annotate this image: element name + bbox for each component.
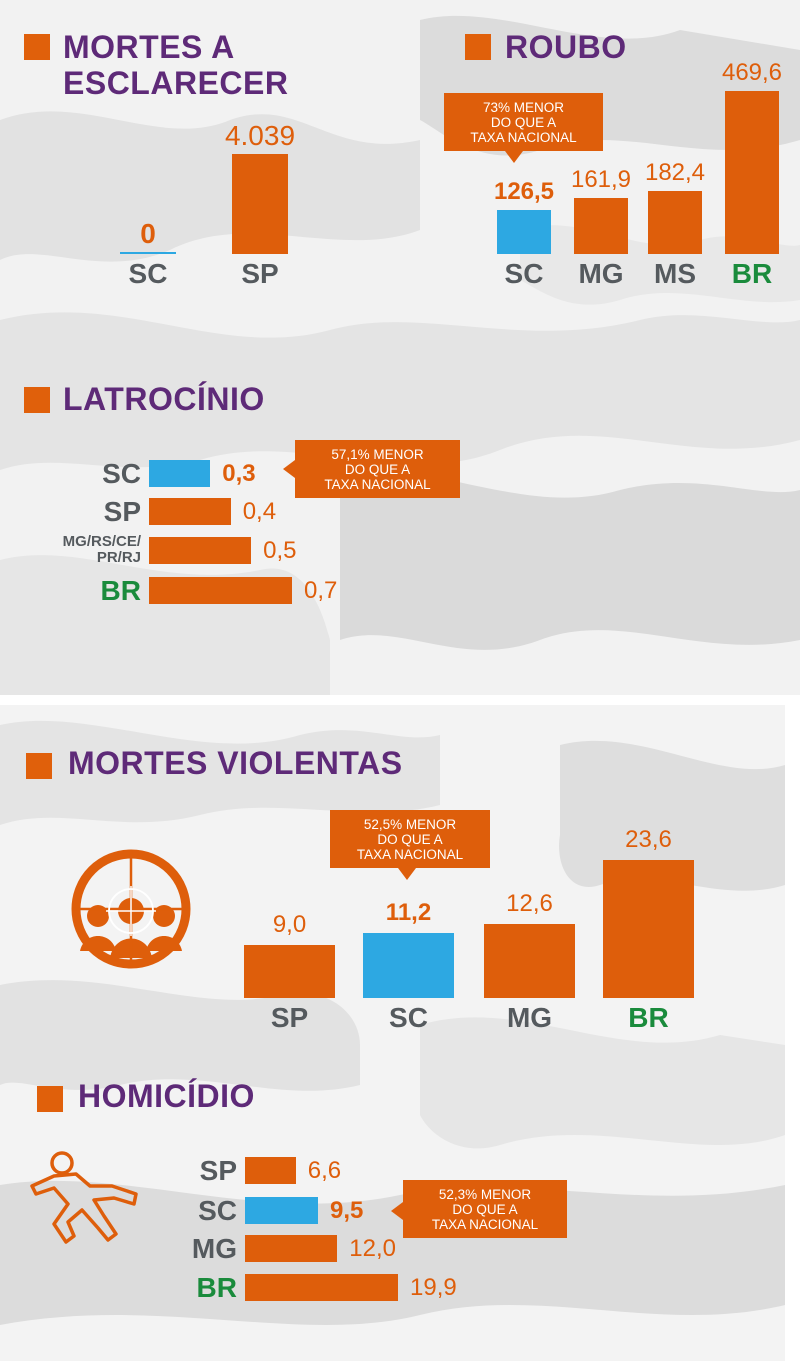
category-label-sc: SC	[504, 258, 544, 289]
panel-bottom: MORTES VIOLENTAS 52,5% MENOR DO QUE A TA…	[0, 705, 800, 1361]
callout-roubo: 73% MENOR DO QUE A TAXA NACIONAL	[444, 93, 603, 163]
callout-pointer	[505, 151, 523, 163]
value-label-ms: 182,4	[644, 158, 706, 186]
category-label-sc: SC	[198, 1194, 237, 1226]
body-outline-icon	[30, 1151, 138, 1244]
section-marker	[24, 34, 50, 60]
callout-line: DO QUE A	[344, 462, 411, 477]
bar-sp	[232, 154, 288, 254]
category-label-mg-rs-ce-pr-rj: MG/RS/CE/PR/RJ	[0, 532, 141, 566]
category-label-br: BR	[731, 258, 773, 289]
value-label-sc: 0	[140, 218, 156, 249]
callout-line: TAXA NACIONAL	[470, 130, 577, 145]
category-label-mg: MG	[506, 1002, 553, 1033]
bar-sp	[244, 945, 335, 998]
bar-sc	[120, 252, 176, 254]
callout-line: DO QUE A	[377, 832, 443, 847]
bar-br	[603, 860, 694, 998]
title-latrocinio: LATROCÍNIO	[63, 381, 265, 417]
value-label-mg: 12,0	[349, 1234, 396, 1262]
bar-sp	[245, 1157, 296, 1184]
section-marker	[465, 34, 491, 60]
section-marker	[37, 1086, 63, 1112]
category-label-sp: SP	[270, 1002, 309, 1033]
category-label-ms: MS	[654, 258, 696, 289]
callout-mortes-violentas: 52,5% MENOR DO QUE A TAXA NACIONAL	[330, 810, 490, 880]
bar-sc	[363, 932, 454, 998]
bar-mg	[245, 1235, 338, 1262]
value-label-br: 469,6	[721, 59, 783, 86]
bar-mg	[574, 197, 628, 254]
title-homicidio: HOMICÍDIO	[78, 1078, 255, 1114]
category-label-mg: MG	[191, 1232, 237, 1264]
value-label-sc: 126,5	[493, 178, 555, 206]
title-line: ESCLARECER	[63, 65, 289, 101]
category-label-sc: SC	[128, 258, 168, 289]
callout-line: TAXA NACIONAL	[431, 1217, 539, 1232]
callout-line: 52,5% MENOR	[363, 817, 457, 832]
category-label-sp: SP	[241, 258, 279, 289]
value-label-br: 23,6	[625, 826, 672, 853]
bar-br	[149, 577, 292, 604]
value-label-sc: 11,2	[385, 898, 432, 926]
category-label-br: BR	[196, 1271, 237, 1303]
crosshair-people-icon	[71, 849, 191, 969]
value-label-sp: 9,0	[272, 911, 307, 939]
value-label-br: 0,7	[304, 576, 338, 604]
value-label-sp: 4.039	[224, 120, 296, 151]
value-label-sc: 0,3	[222, 459, 256, 487]
category-label-line: MG/RS/CE/	[62, 532, 141, 550]
callout-line: 57,1% MENOR	[331, 447, 424, 462]
value-label-sp: 0,4	[242, 497, 277, 525]
category-label-sc: SC	[389, 1002, 428, 1033]
callout-line: 52,3% MENOR	[438, 1187, 532, 1202]
callout-line: TAXA NACIONAL	[324, 477, 431, 492]
callout-line: DO QUE A	[490, 115, 557, 130]
bar-mg	[484, 924, 575, 998]
callout-line: 73% MENOR	[482, 100, 565, 115]
section-marker	[24, 387, 50, 413]
callout-pointer	[283, 460, 295, 478]
category-label-line: PR/RJ	[96, 548, 141, 566]
value-label-mg-rs-ce-pr-rj: 0,5	[263, 536, 297, 564]
callout-pointer	[398, 868, 416, 880]
value-label-sp: 6,6	[307, 1156, 342, 1184]
callout-latrocinio: 57,1% MENOR DO QUE A TAXA NACIONAL	[283, 440, 460, 498]
value-label-br: 19,9	[410, 1273, 457, 1301]
callout-line: DO QUE A	[452, 1202, 518, 1217]
callout-line: TAXA NACIONAL	[356, 847, 464, 862]
category-label-sc: SC	[102, 457, 141, 489]
value-label-sc: 9,5	[330, 1196, 364, 1224]
category-label-br: BR	[100, 574, 141, 606]
section-marker	[26, 753, 52, 779]
value-label-mg: 161,9	[570, 165, 632, 193]
camouflage-background	[0, 0, 800, 695]
title-mortes-esclarecer: MORTES A ESCLARECER	[63, 29, 288, 101]
title-mortes-violentas: MORTES VIOLENTAS	[68, 745, 403, 781]
callout-pointer	[391, 1202, 403, 1220]
bar-mg-rs-ce-pr-rj	[149, 537, 252, 564]
value-label-mg: 12,6	[506, 890, 553, 918]
panel-top: MORTES A ESCLARECER 0 SC 4.039 SP ROUBO 73%…	[0, 0, 800, 695]
title-roubo: ROUBO	[505, 29, 627, 65]
bar-sc	[245, 1197, 319, 1224]
bar-ms	[648, 190, 702, 254]
callout-homicidio: 52,3% MENOR DO QUE A TAXA NACIONAL	[391, 1180, 567, 1238]
bar-sc	[497, 210, 551, 254]
category-label-mg: MG	[578, 258, 624, 289]
bar-sp	[149, 498, 231, 525]
category-label-br: BR	[628, 1002, 669, 1033]
title-line: MORTES A	[63, 29, 235, 65]
category-label-sp: SP	[199, 1154, 237, 1186]
bar-br	[725, 91, 779, 254]
bar-br	[245, 1274, 398, 1301]
bar-sc	[149, 460, 211, 487]
category-label-sp: SP	[103, 495, 141, 527]
